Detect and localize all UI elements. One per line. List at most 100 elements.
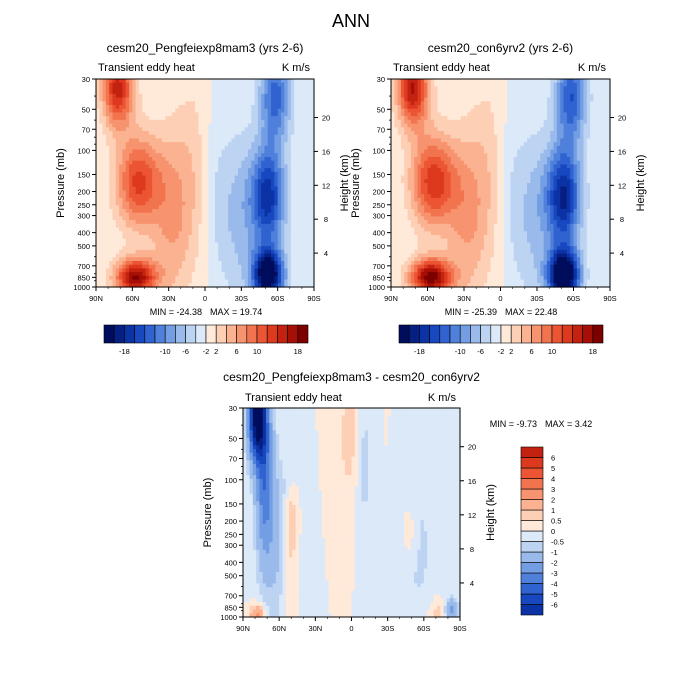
field-cell <box>277 212 282 218</box>
field-cell <box>142 142 147 147</box>
field-cell <box>132 253 137 258</box>
field-cell <box>218 268 223 273</box>
field-cell <box>570 97 575 102</box>
field-cell <box>427 112 432 117</box>
field-cell <box>142 127 147 132</box>
field-cell <box>271 123 275 128</box>
field-cell <box>487 131 492 136</box>
field-cell <box>257 97 262 102</box>
field-cell <box>530 116 535 121</box>
field-cell <box>407 108 412 114</box>
field-cell <box>391 82 395 88</box>
field-cell <box>158 97 163 102</box>
field-cell <box>533 142 538 147</box>
field-cell <box>112 283 117 288</box>
field-cell <box>540 138 545 143</box>
field-cell <box>430 93 435 99</box>
field-cell <box>470 123 475 128</box>
field-cell <box>300 253 305 258</box>
field-cell <box>218 116 223 121</box>
field-cell <box>109 97 114 102</box>
field-cell <box>208 186 213 192</box>
field-cell <box>162 253 166 258</box>
field-cell <box>563 116 568 121</box>
field-cell <box>231 238 236 244</box>
field-cell <box>310 105 315 110</box>
field-cell <box>267 175 272 180</box>
field-cell <box>596 86 601 91</box>
field-cell <box>261 223 266 229</box>
field-cell <box>195 149 199 154</box>
field-cell <box>280 246 285 251</box>
field-cell <box>410 79 415 84</box>
field-cell <box>427 105 432 110</box>
field-cell <box>543 79 548 84</box>
field-cell <box>261 153 266 158</box>
field-cell <box>284 171 289 177</box>
field-cell <box>287 119 292 125</box>
field-cell <box>224 186 229 192</box>
field-cell <box>188 157 193 162</box>
field-cell <box>185 105 190 110</box>
field-cell <box>244 227 249 232</box>
field-cell <box>596 138 601 143</box>
field-cell <box>457 97 462 102</box>
field-cell <box>304 205 308 210</box>
field-cell <box>553 112 558 117</box>
field-cell <box>165 227 170 232</box>
field-cell <box>590 134 595 140</box>
field-cell <box>221 97 226 102</box>
field-cell <box>274 275 279 281</box>
field-cell <box>112 197 117 203</box>
field-cell <box>185 123 190 128</box>
field-cell <box>125 101 130 106</box>
field-cell <box>224 227 229 232</box>
field-cell <box>257 112 262 117</box>
field-cell <box>583 142 588 147</box>
field-cell <box>205 119 209 125</box>
field-cell <box>185 216 190 221</box>
field-cell <box>284 279 289 284</box>
field-cell <box>145 160 150 166</box>
field-cell <box>214 220 219 225</box>
field-cell <box>228 249 233 255</box>
field-cell <box>105 112 110 117</box>
field-cell <box>96 112 100 117</box>
field-cell <box>218 108 223 114</box>
field-cell <box>221 249 226 255</box>
field-cell <box>171 93 176 99</box>
field-cell <box>228 123 233 128</box>
field-cell <box>234 145 239 151</box>
field-cell <box>175 138 180 143</box>
field-cell <box>195 138 199 143</box>
field-cell <box>221 153 226 158</box>
field-cell <box>152 216 157 221</box>
field-cell <box>477 123 482 128</box>
field-cell <box>271 86 275 91</box>
field-cell <box>470 119 475 125</box>
field-cell <box>247 283 252 288</box>
field-cell <box>168 216 173 221</box>
field-cell <box>175 190 180 195</box>
field-cell <box>208 142 213 147</box>
field-cell <box>264 183 269 188</box>
field-cell <box>96 157 100 162</box>
field-cell <box>178 212 183 218</box>
field-cell <box>257 201 262 206</box>
field-cell <box>181 231 186 236</box>
field-cell <box>214 160 219 166</box>
field-cell <box>109 201 114 206</box>
field-cell <box>205 242 209 247</box>
field-cell <box>300 134 305 140</box>
field-cell <box>238 216 242 221</box>
field-cell <box>214 93 219 99</box>
field-cell <box>290 101 295 106</box>
field-cell <box>280 242 285 247</box>
field-cell <box>244 197 249 203</box>
field-cell <box>294 212 299 218</box>
field-cell <box>218 201 223 206</box>
field-cell <box>444 127 449 132</box>
field-cell <box>211 223 216 229</box>
field-cell <box>231 197 236 203</box>
field-cell <box>530 90 535 95</box>
